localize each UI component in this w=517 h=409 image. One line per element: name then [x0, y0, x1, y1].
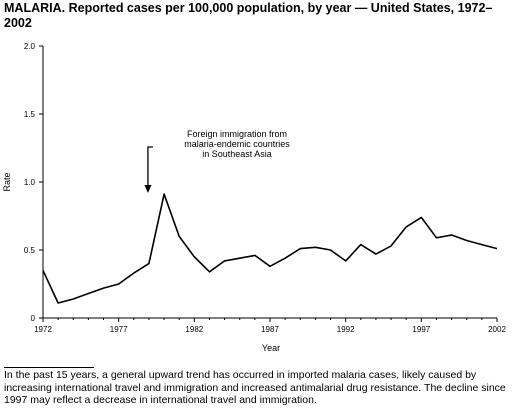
y-tick-label: 0.5 [24, 246, 36, 255]
series-line [42, 193, 498, 304]
x-tick-label: 1977 [110, 325, 128, 334]
annotation-arrowhead [144, 185, 152, 193]
chart-series [42, 193, 498, 304]
annotation-text-line: malaria-endemic countries [184, 139, 290, 149]
x-tick-label: 2002 [488, 325, 506, 334]
x-tick-label: 1997 [412, 325, 430, 334]
y-tick-label: 2.0 [24, 42, 36, 51]
chart-title-text: Reported cases per 100,000 population, b… [4, 1, 493, 30]
line-chart: 0 0.5 1.0 1.5 2.0 1972 1977 1982 1987 1992 1997 200… [2, 42, 507, 353]
chart-title: MALARIA. Reported cases per 100,000 popu… [4, 1, 514, 31]
x-tick-label: 1972 [34, 325, 52, 334]
x-tick-label: 1982 [185, 325, 203, 334]
footnote-divider [4, 367, 94, 368]
annotation-text-line: in Southeast Asia [202, 149, 272, 159]
annotation-arrow-line [147, 146, 153, 186]
y-tick-label: 1.0 [24, 178, 36, 187]
footnote: In the past 15 years, a general upward t… [4, 369, 506, 406]
y-axis-title: Rate [2, 172, 12, 191]
x-tick-label: 1992 [337, 325, 355, 334]
chart-title-disease: MALARIA. [4, 1, 66, 15]
y-tick-label: 1.5 [24, 110, 36, 119]
chart-axes [42, 46, 497, 319]
x-tick-label: 1987 [261, 325, 279, 334]
y-tick-label: 0 [31, 314, 36, 323]
chart-annotation: Foreign immigration frommalaria-endemic … [144, 129, 290, 193]
annotation-text-line: Foreign immigration from [187, 129, 287, 139]
chart-ticks: 0 0.5 1.0 1.5 2.0 1972 1977 1982 1987 1992 1997 200… [24, 42, 507, 334]
x-axis-title: Year [262, 343, 280, 353]
